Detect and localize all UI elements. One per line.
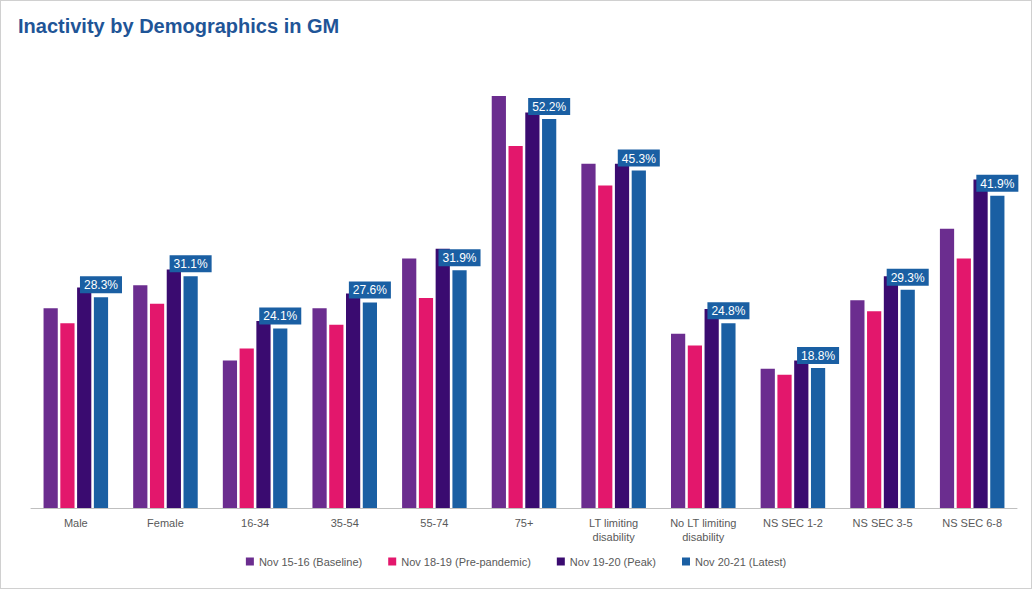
svg-text:16-34: 16-34 [241,517,269,529]
svg-text:29.3%: 29.3% [891,271,925,285]
svg-text:disability: disability [682,531,725,543]
svg-text:Nov 18-19 (Pre-pandemic): Nov 18-19 (Pre-pandemic) [401,556,531,568]
svg-text:Inactivity by Demographics in: Inactivity by Demographics in GM [18,15,339,37]
svg-text:No LT limiting: No LT limiting [670,517,736,529]
svg-text:52.2%: 52.2% [532,100,566,114]
svg-text:31.9%: 31.9% [443,251,477,265]
svg-text:75+: 75+ [515,517,534,529]
svg-text:18.8%: 18.8% [801,349,835,363]
svg-text:Nov 20-21 (Latest): Nov 20-21 (Latest) [695,556,786,568]
svg-text:24.8%: 24.8% [711,304,745,318]
svg-text:Nov 15-16 (Baseline): Nov 15-16 (Baseline) [259,556,362,568]
svg-text:NS SEC 6-8: NS SEC 6-8 [942,517,1002,529]
svg-text:35-54: 35-54 [331,517,359,529]
svg-text:NS SEC 1-2: NS SEC 1-2 [763,517,823,529]
svg-text:LT limiting: LT limiting [589,517,638,529]
svg-text:55-74: 55-74 [420,517,448,529]
svg-text:Female: Female [147,517,184,529]
svg-text:disability: disability [593,531,636,543]
svg-text:28.3%: 28.3% [84,278,118,292]
svg-text:45.3%: 45.3% [622,152,656,166]
svg-text:41.9%: 41.9% [980,177,1014,191]
svg-text:Male: Male [64,517,88,529]
svg-text:31.1%: 31.1% [174,257,208,271]
svg-text:NS SEC 3-5: NS SEC 3-5 [853,517,913,529]
svg-text:Nov 19-20 (Peak): Nov 19-20 (Peak) [570,556,656,568]
svg-text:27.6%: 27.6% [353,283,387,297]
svg-text:24.1%: 24.1% [263,309,297,323]
